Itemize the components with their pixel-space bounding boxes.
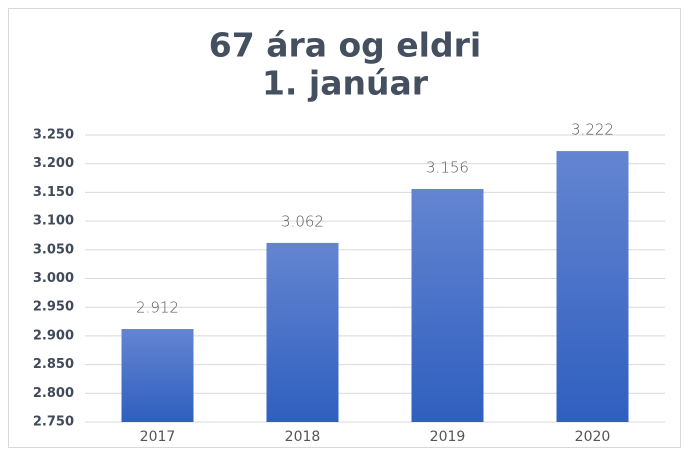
y-tick-label: 2.750: [33, 415, 74, 430]
y-tick-label: 3.200: [33, 156, 74, 171]
value-label: 2.912: [136, 299, 179, 317]
chart-title: 67 ára og eldri: [209, 26, 481, 65]
y-tick-label: 2.850: [33, 357, 74, 372]
bar: [556, 151, 629, 422]
x-tick-label: 2018: [285, 429, 321, 445]
y-tick-label: 2.800: [33, 386, 74, 401]
bar: [121, 329, 194, 422]
chart-title: 1. janúar: [262, 64, 429, 103]
y-tick-label: 2.950: [33, 300, 74, 315]
x-tick-label: 2019: [430, 429, 466, 445]
x-tick-label: 2017: [140, 429, 176, 445]
value-label: 3.156: [426, 158, 469, 176]
y-tick-label: 2.900: [33, 328, 74, 343]
value-label: 3.222: [571, 121, 614, 139]
y-tick-label: 3.000: [33, 271, 74, 286]
x-tick-label: 2020: [575, 429, 611, 445]
y-tick-label: 3.250: [33, 128, 74, 143]
value-label: 3.062: [281, 212, 324, 230]
y-tick-label: 3.100: [33, 214, 74, 229]
bar: [266, 242, 339, 422]
bar: [411, 188, 484, 422]
y-tick-label: 3.150: [33, 185, 74, 200]
y-tick-label: 3.050: [33, 242, 74, 257]
